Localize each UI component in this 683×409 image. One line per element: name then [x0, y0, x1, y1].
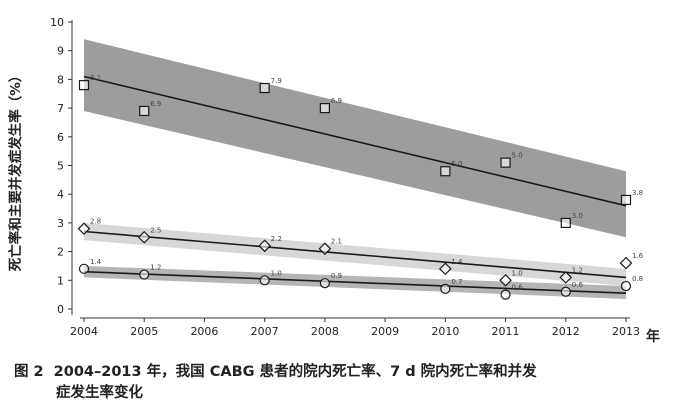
- trend-lines: [83, 75, 627, 295]
- circle-marker: [319, 278, 330, 289]
- square-marker: [319, 102, 330, 114]
- figure-label: 图 2: [14, 364, 44, 380]
- square-marker: [620, 194, 632, 206]
- x-axis-unit: 年: [646, 329, 660, 345]
- y-tick-label: 2: [57, 246, 64, 259]
- y-tick-label: 8: [57, 73, 64, 86]
- diamond-marker: [137, 230, 151, 244]
- diamond-marker: [258, 239, 272, 253]
- x-tick-label: 2007: [251, 325, 279, 338]
- data-label: 2.5: [150, 226, 161, 234]
- square-marker: [78, 80, 90, 91]
- y-tick-label: 6: [57, 131, 64, 144]
- caption-line-2: 症发生率变化: [56, 385, 143, 401]
- data-label: 5.0: [512, 152, 523, 160]
- data-label: 5.0: [451, 160, 462, 168]
- y-tick-label: 9: [57, 45, 64, 58]
- y-tick-label: 5: [57, 160, 64, 173]
- diamond-marker: [318, 242, 332, 256]
- data-marks: [77, 80, 633, 300]
- x-tick-label: 2010: [431, 325, 459, 338]
- diamond-marker: [559, 271, 573, 284]
- circle-marker: [139, 269, 150, 280]
- ci-band-0: [84, 39, 626, 238]
- x-tick-label: 2013: [612, 325, 640, 338]
- x-tick-label: 2006: [190, 325, 218, 338]
- y-tick-label: 0: [57, 303, 64, 316]
- caption-line-1: 2004–2013 年，我国 CABG 患者的院内死亡率、7 d 院内死亡率和并…: [53, 364, 537, 380]
- data-label: 1.2: [150, 264, 161, 272]
- data-label: 6.9: [331, 97, 342, 105]
- y-tick-label: 4: [57, 188, 64, 201]
- square-marker: [500, 157, 511, 168]
- circle-marker: [620, 280, 632, 292]
- x-tick-label: 2009: [371, 325, 399, 338]
- trend-line-0: [83, 75, 627, 207]
- x-tick-label: 2008: [311, 325, 339, 338]
- x-tick-label: 2012: [552, 325, 580, 338]
- data-label: 2.8: [90, 218, 101, 226]
- data-label: 6.9: [150, 100, 161, 108]
- circle-marker: [440, 283, 451, 295]
- x-tick-label: 2004: [70, 325, 98, 338]
- circle-marker: [78, 263, 90, 274]
- data-label: 1.4: [90, 258, 102, 266]
- data-label: 1.0: [271, 269, 282, 277]
- circle-marker: [560, 286, 571, 297]
- data-label: 0.8: [632, 275, 643, 283]
- square-marker: [560, 217, 571, 228]
- square-marker: [139, 105, 150, 117]
- y-tick-label: 10: [50, 16, 64, 29]
- data-label: 2.1: [331, 238, 342, 246]
- data-label: 8.1: [90, 74, 101, 82]
- data-label: 2.2: [271, 235, 282, 243]
- x-tick-label: 2011: [492, 325, 520, 338]
- data-label: 1.2: [572, 266, 583, 274]
- trend-line-1: [83, 230, 627, 279]
- y-tick-label: 7: [57, 102, 64, 115]
- y-tick-label: 1: [57, 274, 64, 287]
- data-label: 1.6: [632, 252, 644, 260]
- data-label: 1.0: [512, 269, 523, 277]
- diamond-marker: [619, 256, 633, 270]
- data-label: 3.8: [632, 189, 643, 197]
- y-tick-label: 3: [57, 217, 64, 230]
- trend-line-2: [83, 270, 627, 295]
- diamond-marker: [438, 262, 452, 276]
- x-tick-label: 2005: [130, 325, 158, 338]
- data-labels: 8.1 6.9 7.9 6.9 5.0 5.0 3.0 3.8 2.8 2.5 2.2 2.1 1.4 1…: [90, 74, 644, 292]
- circle-marker: [500, 289, 511, 300]
- data-label: 0.9: [331, 272, 342, 280]
- figure-caption: 图 2 2004–2013 年，我国 CABG 患者的院内死亡率、7 d 院内死亡…: [14, 362, 654, 404]
- data-label: 3.0: [572, 212, 583, 220]
- circle-marker: [259, 275, 270, 286]
- data-label: 0.6: [572, 281, 584, 289]
- square-marker: [259, 82, 270, 94]
- data-label: 1.4: [451, 258, 463, 266]
- diamond-marker: [77, 222, 91, 235]
- chart: 0 1 2 3 4 5 6 7 8 9 10 2004 2005 2006 2007 2008 2009 2010…: [50, 16, 644, 338]
- axes: 0 1 2 3 4 5 6 7 8 9 10 2004 2005 2006 2007 2008 2009 2010…: [50, 16, 640, 338]
- data-label: 0.7: [451, 278, 462, 286]
- confidence-bands: [84, 39, 626, 299]
- diamond-marker: [499, 273, 512, 287]
- square-marker: [440, 166, 451, 177]
- data-label: 0.6: [512, 284, 524, 292]
- data-label: 7.9: [271, 77, 282, 85]
- y-axis-label: 死亡率和主要并发症发生率（%）: [8, 68, 24, 272]
